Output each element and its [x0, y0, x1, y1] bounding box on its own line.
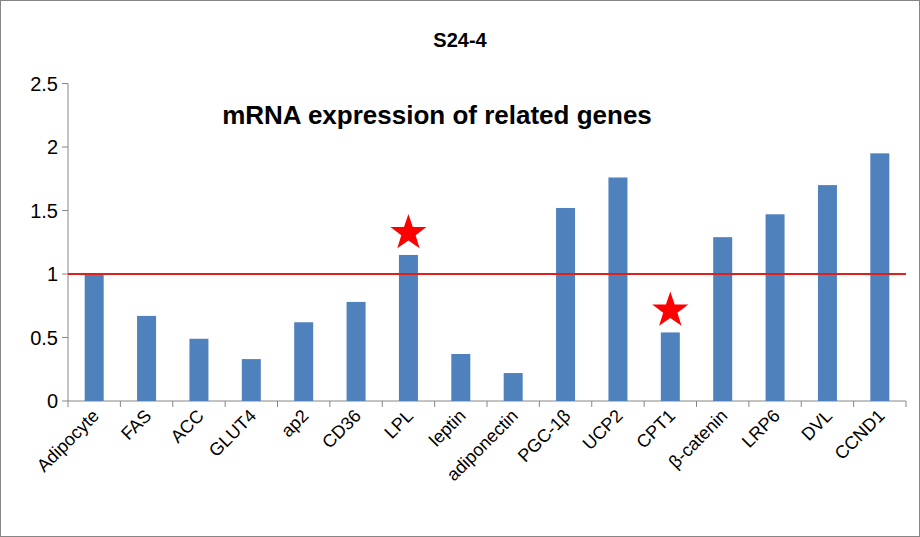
- x-tick-label: FAS: [117, 406, 155, 444]
- bar: [713, 237, 732, 401]
- x-tick: [68, 401, 69, 407]
- bar: [85, 274, 104, 401]
- x-tick-label: LRP6: [738, 406, 784, 452]
- x-tick-label: CCND1: [831, 406, 889, 464]
- x-tick: [225, 401, 226, 407]
- x-tick: [172, 401, 173, 407]
- x-tick-label: GLUT4: [205, 406, 260, 461]
- x-tick: [696, 401, 697, 407]
- y-axis: [68, 84, 69, 402]
- x-tick-label: Adipocyte: [33, 406, 103, 476]
- y-tick: [62, 401, 68, 402]
- y-tick-label: 0.5: [30, 327, 58, 349]
- bar: [766, 214, 785, 401]
- x-tick-label: DVL: [797, 406, 836, 445]
- highlight-star: [652, 291, 688, 325]
- y-tick: [62, 210, 68, 211]
- x-tick: [277, 401, 278, 407]
- bar: [189, 339, 208, 401]
- annotation: mRNA expression of related genes: [222, 100, 652, 130]
- bar: [870, 153, 889, 401]
- x-tick: [801, 401, 802, 407]
- x-tick-label: ACC: [167, 406, 208, 447]
- x-tick-label: LPL: [380, 406, 417, 443]
- y-tick: [62, 147, 68, 148]
- bar: [242, 359, 261, 401]
- x-tick: [382, 401, 383, 407]
- reference-line: [68, 273, 906, 275]
- y-tick: [62, 83, 68, 84]
- x-tick: [644, 401, 645, 407]
- x-tick: [487, 401, 488, 407]
- y-tick: [62, 274, 68, 275]
- bar: [294, 322, 313, 401]
- x-tick-label: CPT1: [632, 406, 679, 453]
- highlight-star: [390, 214, 426, 248]
- bar: [661, 332, 680, 401]
- x-tick-label: PGC-1β: [514, 406, 574, 466]
- bar: [137, 316, 156, 401]
- bar: [347, 302, 366, 401]
- x-tick-label: CD36: [318, 406, 365, 453]
- bar: [399, 255, 418, 401]
- bar: [608, 177, 627, 401]
- x-tick: [748, 401, 749, 407]
- chart: S24-4 mRNA expression of related genes 0 0.…: [0, 0, 920, 537]
- y-tick-label: 2: [47, 136, 58, 158]
- bar: [451, 354, 470, 401]
- x-tick-label: ap2: [277, 406, 312, 441]
- x-tick: [906, 401, 907, 407]
- y-tick-label: 1: [47, 263, 58, 285]
- y-tick: [62, 337, 68, 338]
- bar: [504, 373, 523, 401]
- y-tick-label: 1.5: [30, 200, 58, 222]
- x-tick: [434, 401, 435, 407]
- y-tick-label: 2.5: [30, 73, 58, 95]
- x-tick: [329, 401, 330, 407]
- bars: [68, 153, 906, 401]
- title: S24-4: [433, 29, 487, 51]
- x-tick: [591, 401, 592, 407]
- x-tick: [539, 401, 540, 407]
- bar: [818, 185, 837, 401]
- x-tick: [853, 401, 854, 407]
- x-tick: [120, 401, 121, 407]
- chart-root: S24-4 mRNA expression of related genes 0 0.…: [0, 0, 920, 537]
- chart-frame: [1, 1, 920, 537]
- y-tick-label: 0: [47, 390, 58, 412]
- x-tick-label: leptin: [425, 406, 470, 451]
- bar: [556, 208, 575, 401]
- x-tick-label: adiponectin: [443, 406, 522, 485]
- x-tick-label: UCP2: [579, 406, 627, 454]
- x-tick-label: β-catenin: [665, 406, 732, 473]
